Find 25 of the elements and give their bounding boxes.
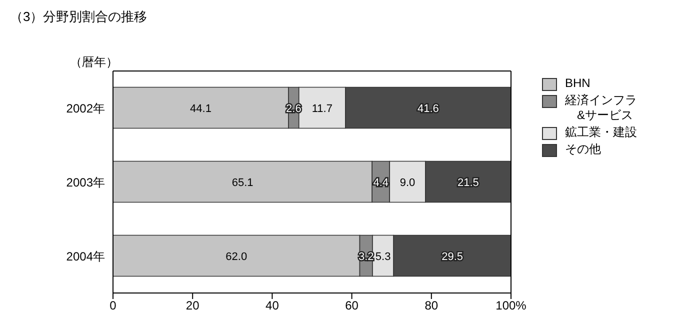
x-tick-label: 20	[186, 298, 200, 313]
data-label: 9.0	[400, 176, 416, 189]
y-axis-title: （暦年）	[70, 54, 118, 71]
legend-label: 鉱工業・建設	[565, 125, 637, 140]
legend-label: BHN	[565, 76, 590, 91]
data-label: 5.3	[375, 250, 391, 263]
data-label: 11.7	[312, 102, 332, 115]
x-tick-label: 80	[424, 298, 438, 313]
x-tick-label: 40	[266, 298, 280, 313]
data-label: 21.5	[458, 176, 479, 189]
data-label: 44.1	[190, 102, 212, 115]
x-tick-label: 60	[345, 298, 359, 313]
data-label: 29.5	[442, 250, 464, 263]
y-tick-label: 2003年	[66, 175, 105, 190]
data-label: 65.1	[232, 176, 254, 189]
y-tick-label: 2002年	[66, 101, 105, 116]
legend-label: 経済インフラ &サービス	[565, 93, 637, 123]
y-tick-label: 2004年	[66, 249, 105, 264]
x-tick-label: 0	[110, 298, 117, 313]
data-label: 62.0	[226, 250, 248, 263]
data-label: 41.6	[418, 102, 439, 115]
chart-title: （3）分野別割合の推移	[10, 8, 148, 26]
legend-label: その他	[565, 142, 601, 157]
data-label: 4.4	[373, 176, 388, 189]
x-tick-label: 100%	[496, 298, 527, 313]
